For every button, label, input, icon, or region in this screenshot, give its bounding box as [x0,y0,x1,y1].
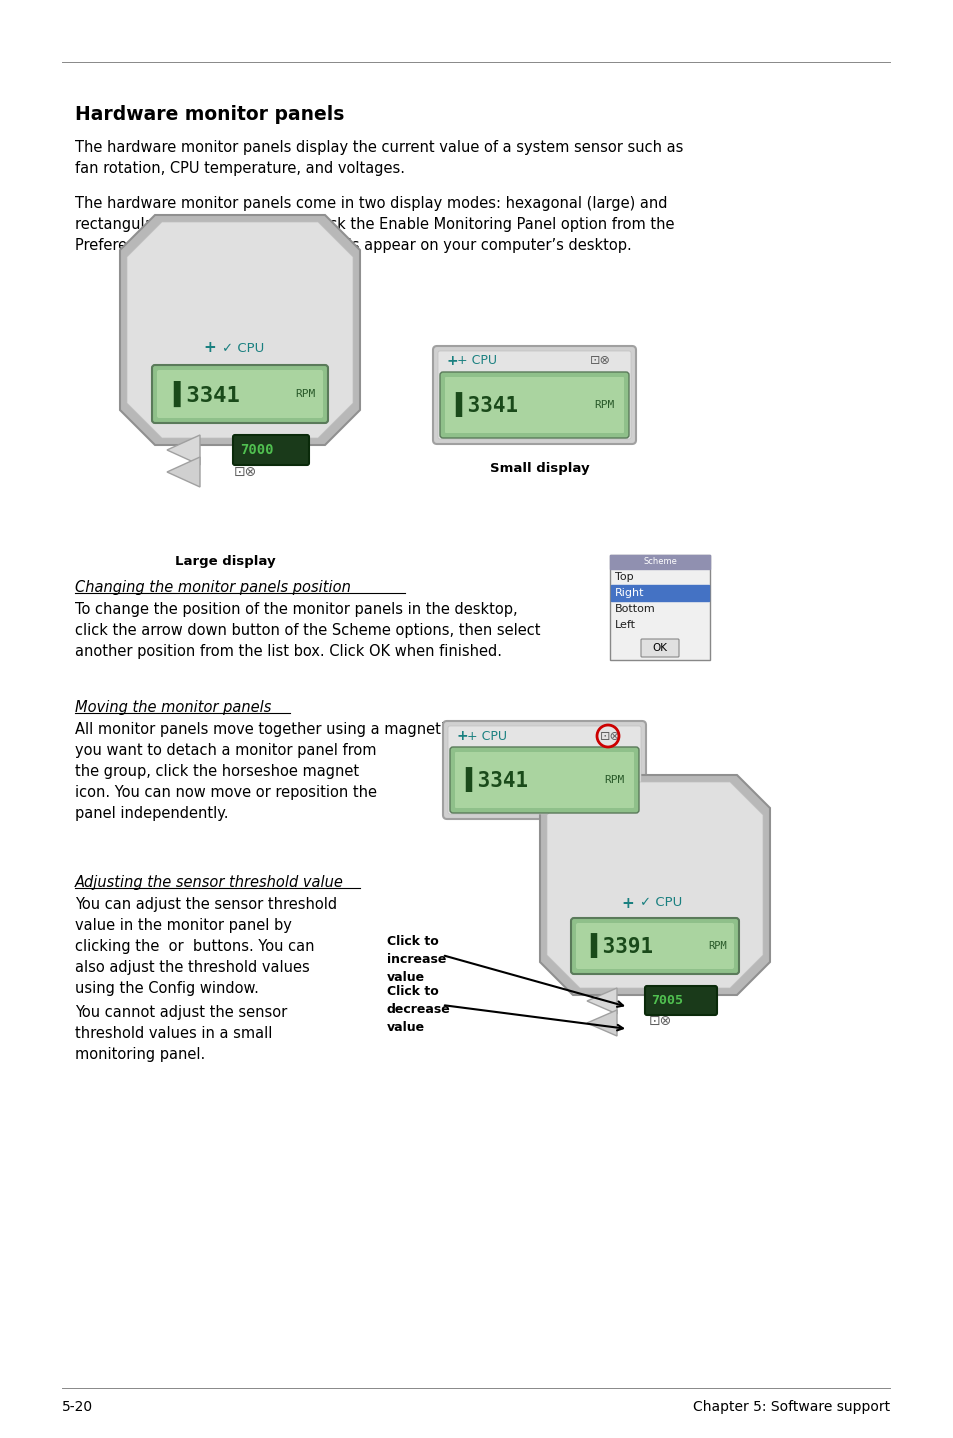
Text: 7005: 7005 [650,994,682,1007]
Text: 5-20: 5-20 [62,1401,93,1414]
FancyBboxPatch shape [571,917,739,974]
Text: You cannot adjust the sensor
threshold values in a small
monitoring panel.: You cannot adjust the sensor threshold v… [75,1005,287,1063]
Text: RPM: RPM [603,775,623,785]
Text: +: + [621,896,634,910]
Polygon shape [546,782,762,988]
Polygon shape [120,216,359,444]
FancyBboxPatch shape [433,347,636,444]
Text: RPM: RPM [294,390,314,398]
Text: Bottom: Bottom [615,604,655,614]
Text: Scheme: Scheme [642,558,677,567]
FancyBboxPatch shape [233,436,309,464]
Bar [609,555,709,569]
Text: ✓ CPU: ✓ CPU [639,896,681,909]
FancyBboxPatch shape [640,638,679,657]
Text: Click to
decrease
value: Click to decrease value [387,985,450,1034]
Text: + CPU: + CPU [467,729,506,742]
Text: To change the position of the monitor panels in the desktop,
click the arrow dow: To change the position of the monitor pa… [75,603,540,659]
Text: ▌3341: ▌3341 [464,768,528,792]
FancyBboxPatch shape [609,555,709,660]
FancyBboxPatch shape [437,351,630,439]
Text: Small display: Small display [490,462,589,475]
Text: Hardware monitor panels: Hardware monitor panels [75,105,344,124]
Text: ▌3391: ▌3391 [589,933,653,959]
Text: ▌3341: ▌3341 [455,393,517,417]
FancyBboxPatch shape [576,923,733,969]
Text: 7000: 7000 [240,443,274,457]
FancyBboxPatch shape [644,986,717,1015]
FancyBboxPatch shape [448,726,640,814]
Text: The hardware monitor panels display the current value of a system sensor such as: The hardware monitor panels display the … [75,139,682,175]
Text: RPM: RPM [594,400,614,410]
Text: Changing the monitor panels position: Changing the monitor panels position [75,580,351,595]
FancyBboxPatch shape [450,746,639,812]
Text: Top: Top [615,572,633,582]
FancyBboxPatch shape [152,365,328,423]
Text: ✓ CPU: ✓ CPU [222,341,264,355]
Text: OK: OK [652,643,667,653]
FancyBboxPatch shape [439,372,628,439]
FancyBboxPatch shape [442,720,645,820]
Bar [610,585,708,601]
Polygon shape [586,1009,617,1035]
Polygon shape [167,436,200,464]
FancyBboxPatch shape [157,370,323,418]
Text: ⊡⊗: ⊡⊗ [599,729,620,742]
Text: ⊡⊗: ⊡⊗ [589,355,610,368]
Text: The hardware monitor panels come in two display modes: hexagonal (large) and
rec: The hardware monitor panels come in two … [75,196,674,253]
Polygon shape [167,457,200,487]
FancyBboxPatch shape [455,752,634,808]
Text: All monitor panels move together using a magnetic effect. If
you want to detach : All monitor panels move together using a… [75,722,517,821]
Text: Right: Right [615,588,644,598]
Text: Chapter 5: Software support: Chapter 5: Software support [692,1401,889,1414]
Text: ⊡⊗: ⊡⊗ [648,1014,671,1028]
Text: ⊡⊗: ⊡⊗ [233,464,256,479]
Text: + CPU: + CPU [456,355,497,368]
Text: Click to
increase
value: Click to increase value [387,935,446,984]
Polygon shape [586,988,617,1014]
FancyBboxPatch shape [444,377,623,433]
Polygon shape [127,221,353,439]
Polygon shape [539,775,769,995]
Text: Large display: Large display [174,555,275,568]
Text: RPM: RPM [707,940,726,951]
Text: You can adjust the sensor threshold
value in the monitor panel by
clicking the  : You can adjust the sensor threshold valu… [75,897,336,997]
Text: +: + [203,341,216,355]
Text: +: + [456,729,468,743]
Text: Left: Left [615,620,636,630]
Text: Moving the monitor panels: Moving the monitor panels [75,700,271,715]
Text: +: + [447,354,458,368]
Text: Adjusting the sensor threshold value: Adjusting the sensor threshold value [75,874,343,890]
Text: ▌3341: ▌3341 [172,381,239,407]
